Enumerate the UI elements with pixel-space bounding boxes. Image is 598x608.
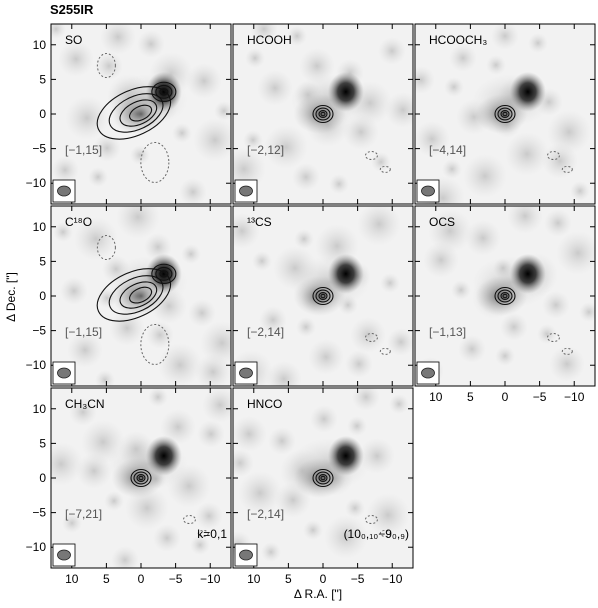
panel-so: SO [−1,15] 10 5 0 −5 −10 bbox=[26, 23, 232, 205]
tick-marks bbox=[415, 206, 595, 386]
y-tick-label: 0 bbox=[39, 107, 46, 121]
beam-ellipse bbox=[239, 185, 253, 197]
x-tick-label: 0 bbox=[320, 572, 327, 586]
negative-contours bbox=[364, 151, 391, 173]
y-tick-label: 10 bbox=[33, 402, 47, 416]
y-tick-label: −10 bbox=[26, 176, 47, 190]
y-tick-label: 0 bbox=[39, 471, 46, 485]
x-tick-label: −10 bbox=[382, 572, 403, 586]
tick-marks bbox=[51, 24, 231, 204]
negative-contours bbox=[96, 53, 170, 183]
line-contours bbox=[494, 286, 516, 306]
y-tick-label: 5 bbox=[39, 436, 46, 450]
x-tick-label: −10 bbox=[200, 572, 221, 586]
line-contours bbox=[96, 263, 177, 322]
line-contours bbox=[312, 286, 334, 306]
x-tick-label: 5 bbox=[467, 390, 474, 404]
line-contours bbox=[96, 81, 177, 140]
y-tick-label: 10 bbox=[33, 38, 47, 52]
x-tick-label: −5 bbox=[533, 390, 547, 404]
molecule-label: SO bbox=[65, 33, 82, 47]
velocity-range: [−4,14] bbox=[429, 143, 466, 157]
beam-ellipse bbox=[57, 185, 71, 197]
x-tick-label: −5 bbox=[169, 572, 183, 586]
line-contours bbox=[494, 104, 516, 124]
continuum-image bbox=[51, 24, 231, 204]
molecule-label: HNCO bbox=[247, 397, 282, 411]
velocity-range: [−2,14] bbox=[247, 325, 284, 339]
y-tick-label: 10 bbox=[33, 220, 47, 234]
continuum-image bbox=[51, 388, 231, 568]
negative-contours bbox=[96, 235, 170, 365]
y-tick-label: 5 bbox=[39, 72, 46, 86]
y-tick-label: −5 bbox=[32, 142, 46, 156]
y-tick-label: −10 bbox=[26, 358, 47, 372]
molecule-label: OCS bbox=[429, 215, 455, 229]
x-tick-label: 10 bbox=[429, 390, 443, 404]
line-contours bbox=[312, 104, 334, 124]
continuum-image bbox=[233, 24, 413, 204]
panel-ch3cn: CH₃CN [−7,21] k=0,1 10 5 0 −5 −10 10 5 0 −5 −10 bbox=[26, 387, 232, 586]
x-axis-title: Δ R.A. ["] bbox=[294, 587, 342, 601]
x-tick-label: 10 bbox=[247, 572, 261, 586]
continuum-image bbox=[415, 206, 595, 386]
source-title: S255IR bbox=[50, 2, 94, 17]
negative-contours bbox=[546, 151, 573, 173]
panels-grid: SO [−1,15] 10 5 0 −5 −10 HCOOH [−2,12] HCOOCH₃ [−4… bbox=[26, 23, 596, 586]
panel-13cs: ¹³CS [−2,14] bbox=[232, 205, 414, 387]
velocity-range: [−1,13] bbox=[429, 325, 466, 339]
x-tick-label: −5 bbox=[351, 572, 365, 586]
molecule-label: C¹⁸O bbox=[65, 215, 92, 229]
beam-ellipse bbox=[239, 367, 253, 379]
velocity-range: [−1,15] bbox=[65, 143, 102, 157]
continuum-image bbox=[233, 388, 413, 568]
y-tick-label: 0 bbox=[39, 289, 46, 303]
x-tick-label: 5 bbox=[103, 572, 110, 586]
y-tick-label: −5 bbox=[32, 506, 46, 520]
beam-ellipse bbox=[57, 367, 71, 379]
panel-hcooh: HCOOH [−2,12] bbox=[232, 23, 414, 205]
x-tick-label: 10 bbox=[65, 572, 79, 586]
panel-hcooch3: HCOOCH₃ [−4,14] bbox=[414, 23, 596, 205]
line-contours bbox=[312, 468, 334, 488]
velocity-range: [−1,15] bbox=[65, 325, 102, 339]
molecule-label: HCOOH bbox=[247, 33, 292, 47]
x-tick-label: −10 bbox=[564, 390, 585, 404]
transition-note: (10₀,₁₀−9₀,₉) bbox=[344, 527, 409, 541]
panel-hnco: HNCO [−2,14] (10₀,₁₀−9₀,₉) 10 5 0 −5 −10 bbox=[232, 387, 414, 586]
tick-marks bbox=[233, 206, 413, 386]
beam-ellipse bbox=[421, 185, 435, 197]
beam-ellipse bbox=[239, 549, 253, 561]
velocity-range: [−7,21] bbox=[65, 507, 102, 521]
tick-marks bbox=[51, 388, 231, 568]
velocity-range: [−2,12] bbox=[247, 143, 284, 157]
transition-note: k=0,1 bbox=[197, 527, 227, 541]
x-tick-label: 0 bbox=[138, 572, 145, 586]
beam-ellipse bbox=[57, 549, 71, 561]
x-tick-label: 0 bbox=[502, 390, 509, 404]
velocity-range: [−2,14] bbox=[247, 507, 284, 521]
tick-marks bbox=[233, 24, 413, 204]
panel-ocs: OCS [−1,13] 10 5 0 −5 −10 bbox=[414, 205, 596, 404]
line-contours bbox=[130, 468, 152, 488]
y-tick-label: −5 bbox=[32, 324, 46, 338]
molecule-label: HCOOCH₃ bbox=[429, 33, 487, 47]
y-tick-label: 5 bbox=[39, 254, 46, 268]
y-tick-label: −10 bbox=[26, 540, 47, 554]
molecule-label: CH₃CN bbox=[65, 397, 105, 411]
panel-c18o: C¹⁸O [−1,15] 10 5 0 −5 −10 bbox=[26, 205, 232, 387]
tick-marks bbox=[233, 388, 413, 568]
molecule-label: ¹³CS bbox=[247, 215, 272, 229]
y-axis-title: Δ Dec. ["] bbox=[4, 272, 18, 322]
continuum-image bbox=[51, 206, 231, 386]
beam-ellipse bbox=[421, 367, 435, 379]
x-tick-label: 5 bbox=[285, 572, 292, 586]
